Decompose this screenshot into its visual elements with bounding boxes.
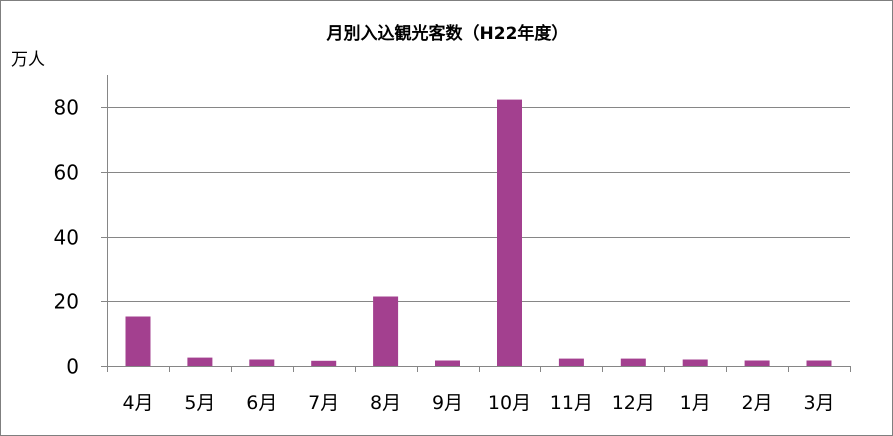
bar-9	[620, 358, 646, 366]
x-category-label-9: 12月	[612, 392, 655, 414]
y-tick-label-60: 60	[54, 161, 79, 185]
x-category-label-8: 11月	[550, 392, 593, 414]
x-category-label-12: 3月	[803, 392, 834, 414]
x-category-label-10: 1月	[680, 392, 711, 414]
bar-5	[373, 296, 399, 366]
chart-title: 月別入込観光客数（H22年度）	[326, 24, 569, 44]
axis-labels: 0 20 40 60 80 4月 5月 6月 7月 8月 9月 10月 11月 12月 1月 2月 3月	[54, 96, 835, 415]
bar-2	[187, 357, 213, 366]
bar-1	[125, 316, 151, 366]
y-tick-label-40: 40	[54, 226, 79, 250]
y-tick-label-0: 0	[66, 355, 79, 379]
axes	[107, 75, 851, 372]
x-category-label-1: 4月	[122, 392, 153, 414]
y-axis-unit-label: 万人	[11, 50, 45, 70]
bar-12	[806, 360, 832, 366]
x-category-label-2: 5月	[184, 392, 215, 414]
bar-10	[682, 359, 708, 366]
bar-11	[744, 360, 770, 366]
bar-6	[435, 360, 460, 366]
y-tick-label-80: 80	[54, 96, 79, 120]
bar-4	[311, 360, 337, 366]
bar-3	[249, 359, 275, 366]
y-tick-label-20: 20	[54, 290, 79, 314]
bar-7	[497, 99, 522, 366]
x-category-label-6: 9月	[432, 392, 463, 414]
x-category-label-3: 6月	[246, 392, 277, 414]
x-category-label-11: 2月	[742, 392, 773, 414]
x-category-label-5: 8月	[370, 392, 401, 414]
x-category-label-7: 10月	[488, 392, 531, 414]
x-category-label-4: 7月	[308, 392, 339, 414]
bar-8	[558, 358, 584, 366]
gridlines	[101, 107, 850, 367]
bars	[125, 99, 832, 366]
